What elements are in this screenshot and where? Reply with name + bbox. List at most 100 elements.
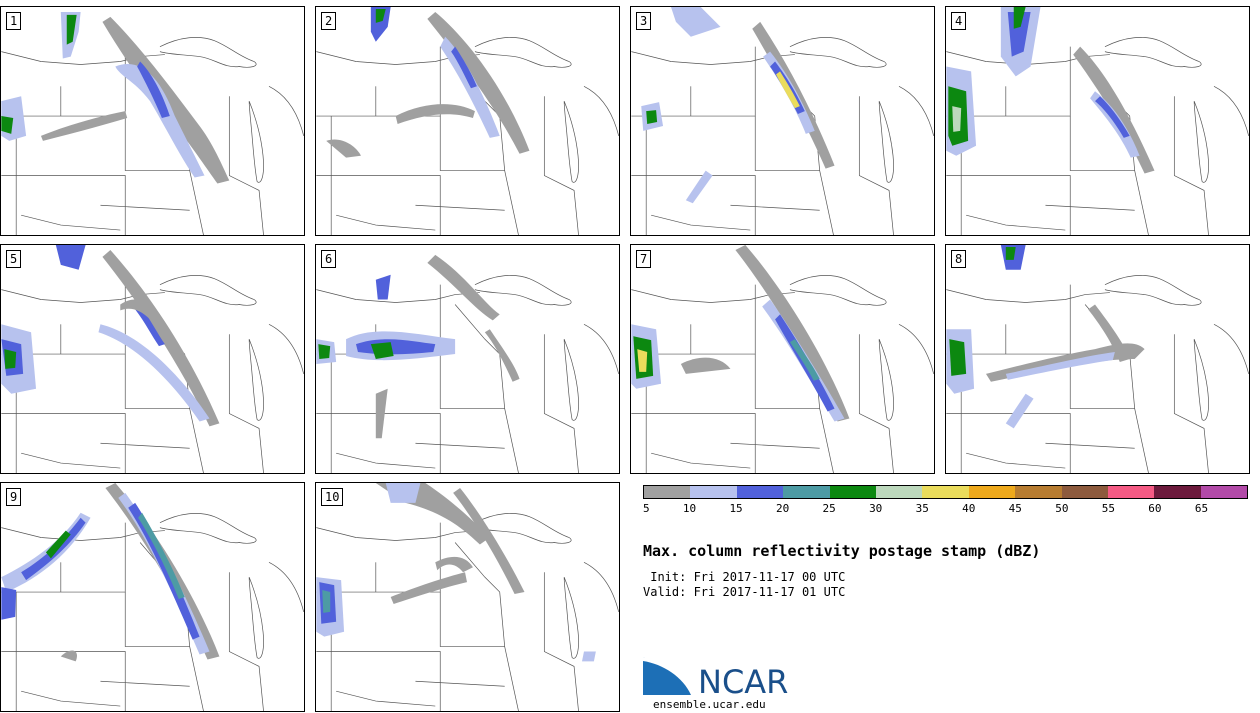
echo-core: [66, 14, 77, 45]
colorbar-tick-label: 20: [775, 502, 790, 515]
echo-core: [1005, 246, 1016, 260]
init-time: Init: Fri 2017-11-17 00 UTC: [643, 570, 846, 584]
echo-band: [1005, 393, 1034, 429]
panel-number: 4: [951, 12, 967, 30]
panel-number: 9: [6, 488, 22, 506]
panel-number: 10: [321, 488, 344, 506]
colorbar-segment: [1154, 486, 1201, 498]
echo-core: [55, 245, 86, 270]
echo-core: [1, 116, 14, 134]
echo-core: [322, 590, 331, 613]
postage-stamp-panel: 7: [630, 244, 935, 474]
echo-core: [45, 530, 71, 559]
colorbar-tick-label: 55: [1101, 502, 1115, 515]
echo-band: [128, 502, 200, 640]
colorbar-segment: [1107, 486, 1155, 498]
echo-core: [375, 8, 386, 23]
colorbar-tick-label: 60: [1148, 502, 1162, 515]
echo-core: [318, 344, 331, 359]
echo-band: [135, 304, 165, 347]
ncar-logo: NCAR: [643, 657, 788, 697]
colorbar-segment: [922, 486, 969, 498]
echo-band: [115, 63, 205, 178]
panel-number: 3: [636, 12, 652, 30]
echo-band: [440, 36, 500, 138]
colorbar-tick-label: 10: [682, 502, 697, 515]
echo-core: [670, 7, 721, 37]
postage-stamp-panel: 3: [630, 6, 935, 236]
plot-title: Max. column reflectivity postage stamp (…: [643, 542, 1041, 560]
logo-text: NCAR: [698, 663, 788, 697]
postage-stamp-panel: 10: [315, 482, 620, 712]
colorbar-tick-label: 45: [1008, 502, 1022, 515]
echo-core: [1013, 7, 1026, 29]
echo-core: [637, 349, 648, 372]
panel-number: 2: [321, 12, 337, 30]
colorbar-tick-label: 35: [915, 502, 929, 515]
reflectivity-map: [316, 7, 619, 235]
reflectivity-map: [316, 254, 619, 473]
echo-band: [40, 111, 128, 141]
reflectivity-map: [1, 245, 304, 473]
echo-band: [98, 324, 210, 422]
echo-band: [1005, 352, 1115, 380]
postage-stamp-panel: 4: [945, 6, 1250, 236]
postage-stamp-panel: 9: [0, 482, 305, 712]
postage-stamp-panel: 6: [315, 244, 620, 474]
echo-core: [776, 71, 800, 109]
echo-band: [435, 556, 473, 573]
echo-band: [685, 170, 713, 204]
colorbar-tick-label: 40: [962, 502, 976, 515]
panel-number: 7: [636, 250, 652, 268]
echo-band: [1095, 96, 1130, 138]
reflectivity-map: [946, 245, 1249, 473]
colorbar-segment: [968, 486, 1016, 498]
echo-core: [1, 587, 17, 620]
colorbar-segment: [829, 486, 876, 498]
colorbar-segment: [783, 486, 830, 498]
postage-stamp-panel: 2: [315, 6, 620, 236]
colorbar-tick-labels: 5 10 15 20 25 30 35 40 45 50 55 60 65: [643, 502, 1248, 516]
postage-stamp-panel: 8: [945, 244, 1250, 474]
echo-band: [375, 388, 388, 439]
echo-band: [395, 104, 475, 124]
echo-core: [4, 349, 17, 369]
echo-core: [1007, 11, 1031, 57]
colorbar-tick-label: 15: [729, 502, 743, 515]
echo-core: [375, 274, 391, 300]
echo-band: [137, 61, 170, 119]
reflectivity-map: [631, 245, 934, 473]
echo-band: [385, 483, 421, 503]
echo-band: [680, 357, 731, 374]
colorbar-segment: [644, 486, 691, 498]
echo-band: [1088, 304, 1130, 362]
echo-band: [390, 572, 468, 604]
colorbar-tick-label: 25: [822, 502, 836, 515]
echo-core: [646, 110, 658, 124]
echo-core: [138, 512, 185, 599]
panel-number: 6: [321, 250, 337, 268]
echo-band: [427, 11, 530, 154]
colorbar-tick-label: 65: [1194, 502, 1209, 515]
echo-band: [581, 651, 596, 662]
valid-time: Valid: Fri 2017-11-17 01 UTC: [643, 585, 846, 599]
postage-stamp-panel: 1: [0, 6, 305, 236]
postage-stamp-panel: 5: [0, 244, 305, 474]
ensemble-url[interactable]: ensemble.ucar.edu: [653, 698, 766, 711]
echo-band: [451, 46, 477, 89]
reflectivity-colorbar: [643, 485, 1248, 499]
reflectivity-map: [1, 11, 304, 235]
panel-number: 8: [951, 250, 967, 268]
colorbar-tick-label: 30: [869, 502, 883, 515]
reflectivity-map: [1, 483, 304, 711]
reflectivity-map: [946, 7, 1249, 235]
colorbar-tick-label: 5: [643, 502, 650, 515]
colorbar-tick-label: 50: [1055, 502, 1069, 515]
colorbar-segment: [1061, 486, 1108, 498]
colorbar-segment: [875, 486, 923, 498]
colorbar-segment: [1015, 486, 1062, 498]
echo-band: [326, 139, 361, 158]
echo-core: [949, 339, 967, 376]
echo-core: [370, 342, 394, 359]
panel-number: 1: [6, 12, 22, 30]
